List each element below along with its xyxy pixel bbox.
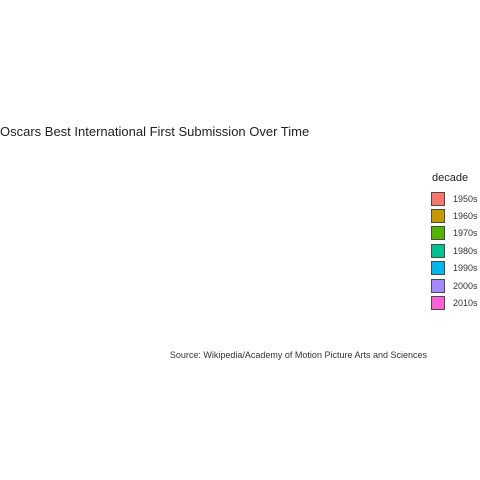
legend-swatch-1990s [431, 261, 445, 276]
legend-title: decade [432, 172, 469, 184]
legend-label-1950s: 1950s [453, 193, 478, 204]
legend-label-1970s: 1970s [453, 228, 478, 239]
legend-item-1950s: 1950s [431, 190, 478, 207]
legend-label-1980s: 1980s [453, 245, 478, 256]
legend-swatch-1960s [431, 209, 445, 224]
legend-label-2000s: 2000s [453, 280, 478, 291]
legend-swatch-2010s [431, 296, 445, 311]
legend-label-2010s: 2010s [453, 298, 478, 309]
legend-swatch-1950s [431, 191, 445, 206]
legend-item-1960s: 1960s [431, 207, 478, 224]
legend-items: 1950s 1960s 1970s 1980s 1990s 2000s 2010s [431, 190, 478, 312]
legend-label-1990s: 1990s [453, 263, 478, 274]
chart-title: Oscars Best International First Submissi… [0, 124, 310, 139]
chart-caption: Source: Wikipedia/Academy of Motion Pict… [169, 350, 427, 360]
legend-item-1990s: 1990s [431, 260, 478, 277]
legend-item-2010s: 2010s [431, 294, 478, 311]
legend-item-1970s: 1970s [431, 225, 478, 242]
legend-swatch-1970s [431, 226, 445, 241]
legend-label-1960s: 1960s [453, 211, 478, 222]
legend: decade 1950s 1960s 1970s 1980s 1990s 2000s 201… [431, 172, 478, 312]
legend-item-2000s: 2000s [431, 277, 478, 294]
legend-item-1980s: 1980s [431, 242, 478, 259]
legend-swatch-2000s [431, 278, 445, 293]
legend-swatch-1980s [431, 243, 445, 258]
